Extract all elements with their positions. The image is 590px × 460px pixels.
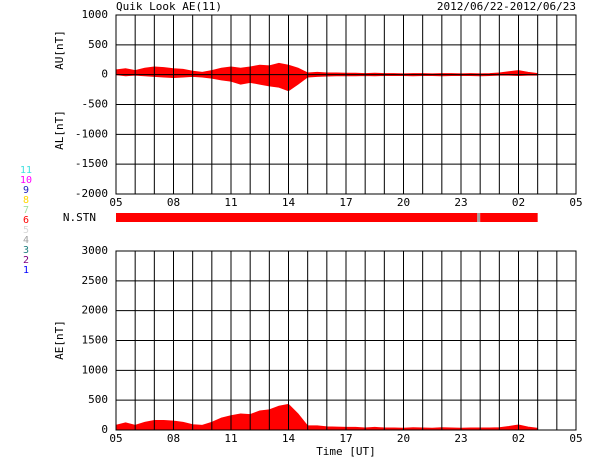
x-tick-label: 11 xyxy=(224,432,237,445)
y-axis-label: AL[nT] xyxy=(53,110,66,150)
y-tick-label: 3000 xyxy=(82,244,109,257)
area xyxy=(115,62,539,76)
station-segment xyxy=(477,213,481,222)
y-tick-label: 1000 xyxy=(82,363,109,376)
plot-frame xyxy=(115,250,577,431)
y-tick-label: -2000 xyxy=(75,187,108,200)
station-segment xyxy=(480,213,538,222)
legend-entry: 5 xyxy=(23,225,29,236)
x-tick-label: 08 xyxy=(167,432,180,445)
legend-entry: 3 xyxy=(23,245,29,256)
x-tick-label: 14 xyxy=(282,196,296,209)
area xyxy=(115,403,539,431)
x-tick-label: 20 xyxy=(397,432,410,445)
y-axis-label: AU[nT] xyxy=(53,30,66,70)
legend-entry: 6 xyxy=(23,215,29,226)
x-tick-label: 17 xyxy=(339,196,352,209)
x-tick-label: 11 xyxy=(224,196,237,209)
x-tick-label: 05 xyxy=(569,432,582,445)
legend-entry: 9 xyxy=(23,185,29,196)
x-tick-label: 05 xyxy=(109,196,122,209)
y-tick-label: 1500 xyxy=(82,334,109,347)
x-tick-label: 23 xyxy=(454,196,467,209)
x-tick-label: 05 xyxy=(569,196,582,209)
y-tick-label: 2000 xyxy=(82,304,109,317)
legend-entry: 11 xyxy=(20,165,32,176)
x-tick-label: 23 xyxy=(454,432,467,445)
legend-entry: 8 xyxy=(23,195,29,206)
y-tick-label: -1000 xyxy=(75,127,108,140)
y-tick-label: -500 xyxy=(82,98,109,111)
legend-entry: 1 xyxy=(23,265,29,276)
plot-frame xyxy=(115,14,577,195)
station-label: N.STN xyxy=(63,211,96,224)
legend-entry: 4 xyxy=(23,235,29,246)
y-tick-label: 2500 xyxy=(82,274,109,287)
area xyxy=(115,74,539,92)
legend-entry: 2 xyxy=(23,255,29,266)
y-tick-label: 500 xyxy=(88,38,108,51)
x-tick-label: 14 xyxy=(282,432,296,445)
y-axis-label: AE[nT] xyxy=(53,320,66,360)
y-tick-label: 1000 xyxy=(82,8,109,21)
y-tick-label: -1500 xyxy=(75,157,108,170)
legend-entry: 10 xyxy=(20,175,32,186)
x-tick-label: 08 xyxy=(167,196,180,209)
station-segment xyxy=(116,213,478,222)
legend-entry: 7 xyxy=(23,205,29,216)
x-axis-label: Time [UT] xyxy=(316,445,376,458)
x-tick-label: 05 xyxy=(109,432,122,445)
y-tick-label: 0 xyxy=(101,423,108,436)
x-tick-label: 17 xyxy=(339,432,352,445)
date-range: 2012/06/22-2012/06/23 xyxy=(437,0,576,13)
y-tick-label: 0 xyxy=(101,68,108,81)
x-tick-label: 20 xyxy=(397,196,410,209)
chart-title: Quik Look AE(11) xyxy=(116,0,222,13)
x-tick-label: 02 xyxy=(512,196,525,209)
y-tick-label: 500 xyxy=(88,393,108,406)
x-tick-label: 02 xyxy=(512,432,525,445)
